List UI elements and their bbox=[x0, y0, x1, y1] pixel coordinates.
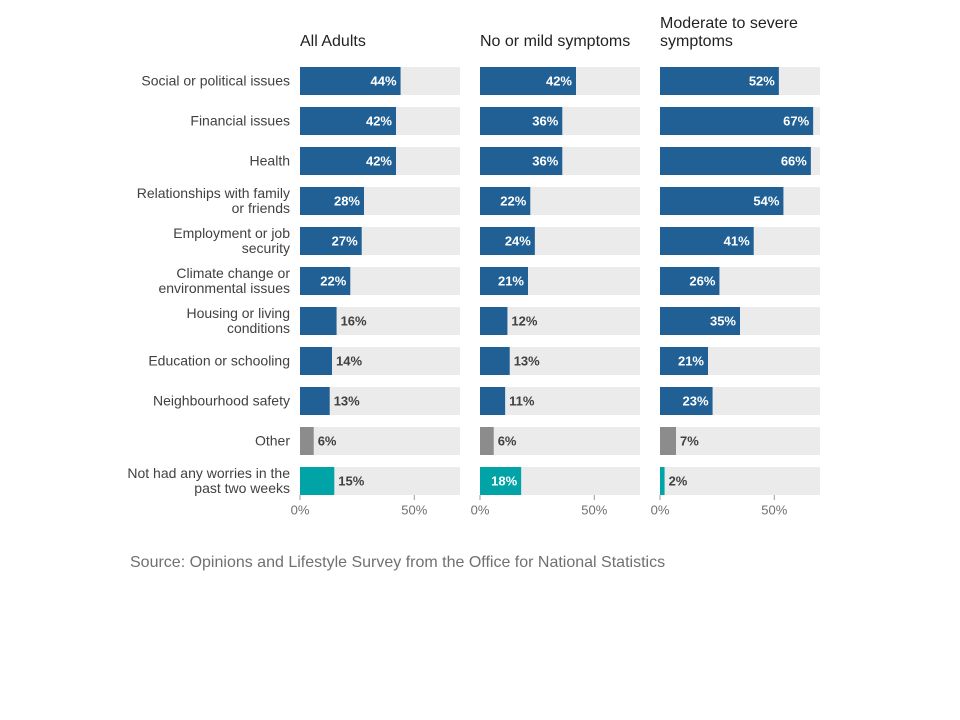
bar bbox=[300, 347, 332, 375]
value-label: 27% bbox=[332, 233, 358, 248]
bar bbox=[480, 467, 522, 495]
panel-title: No or mild symptoms bbox=[480, 33, 631, 50]
value-label: 36% bbox=[532, 113, 558, 128]
value-label: 21% bbox=[678, 353, 704, 368]
bar bbox=[300, 467, 335, 495]
value-label: 36% bbox=[532, 153, 558, 168]
bar bbox=[300, 387, 330, 415]
bar bbox=[300, 267, 351, 295]
bar bbox=[660, 227, 754, 255]
x-tick-label: 0% bbox=[291, 502, 310, 517]
value-label: 42% bbox=[546, 73, 572, 88]
category-label: Other bbox=[254, 432, 290, 449]
bar bbox=[660, 187, 784, 215]
bar bbox=[480, 227, 535, 255]
bar bbox=[480, 267, 528, 295]
value-label: 11% bbox=[509, 393, 535, 408]
bar bbox=[660, 267, 720, 295]
bar-track bbox=[300, 427, 460, 455]
bar bbox=[300, 107, 396, 135]
bar bbox=[480, 427, 494, 455]
value-label: 52% bbox=[749, 73, 775, 88]
category-label: Financial issues bbox=[190, 112, 290, 129]
bar bbox=[660, 467, 665, 495]
category-label: Housing or living conditions bbox=[186, 305, 291, 336]
bar-track bbox=[660, 427, 820, 455]
category-label: Not had any worries in the past two week… bbox=[127, 465, 290, 496]
value-label: 26% bbox=[689, 273, 715, 288]
panel-title: Moderate to severe symptoms bbox=[660, 15, 798, 50]
value-label: 12% bbox=[511, 313, 537, 328]
value-label: 16% bbox=[341, 313, 367, 328]
bar bbox=[480, 147, 563, 175]
category-label: Employment or job security bbox=[173, 225, 290, 256]
category-label: Relationships with family or friends bbox=[136, 185, 290, 216]
bar-track bbox=[480, 427, 640, 455]
value-label: 66% bbox=[781, 153, 807, 168]
value-label: 28% bbox=[334, 193, 360, 208]
bar bbox=[300, 147, 396, 175]
bar bbox=[480, 347, 510, 375]
bar bbox=[660, 427, 676, 455]
bar bbox=[300, 67, 401, 95]
value-label: 42% bbox=[366, 153, 392, 168]
value-label: 24% bbox=[505, 233, 531, 248]
x-tick-label: 50% bbox=[761, 502, 787, 517]
bar bbox=[480, 307, 508, 335]
value-label: 35% bbox=[710, 313, 736, 328]
value-label: 13% bbox=[514, 353, 540, 368]
value-label: 41% bbox=[724, 233, 750, 248]
bar bbox=[300, 187, 364, 215]
value-label: 67% bbox=[783, 113, 809, 128]
panel-title: All Adults bbox=[300, 33, 366, 50]
bar bbox=[660, 147, 811, 175]
category-label: Climate change or environmental issues bbox=[158, 265, 290, 296]
category-label: Neighbourhood safety bbox=[153, 392, 290, 409]
bar bbox=[480, 187, 531, 215]
value-label: 2% bbox=[669, 473, 688, 488]
value-label: 13% bbox=[334, 393, 360, 408]
category-label: Social or political issues bbox=[141, 72, 290, 89]
bar bbox=[480, 387, 506, 415]
bar bbox=[300, 307, 337, 335]
value-label: 6% bbox=[498, 433, 517, 448]
value-label: 22% bbox=[320, 273, 346, 288]
category-label: Education or schooling bbox=[148, 352, 290, 369]
bar bbox=[480, 67, 576, 95]
bar bbox=[300, 427, 314, 455]
category-label: Health bbox=[249, 152, 290, 169]
value-label: 21% bbox=[498, 273, 524, 288]
x-tick-label: 50% bbox=[401, 502, 427, 517]
bar-track bbox=[480, 387, 640, 415]
bar bbox=[660, 387, 713, 415]
value-label: 15% bbox=[338, 473, 364, 488]
bar bbox=[660, 67, 779, 95]
bar-track bbox=[660, 467, 820, 495]
x-tick-label: 0% bbox=[471, 502, 490, 517]
value-label: 44% bbox=[371, 73, 397, 88]
bar bbox=[480, 107, 563, 135]
x-tick-label: 0% bbox=[651, 502, 670, 517]
value-label: 54% bbox=[753, 193, 779, 208]
value-label: 23% bbox=[683, 393, 709, 408]
value-label: 18% bbox=[491, 473, 517, 488]
value-label: 42% bbox=[366, 113, 392, 128]
bar bbox=[660, 307, 740, 335]
bar bbox=[660, 347, 708, 375]
source-note: Source: Opinions and Lifestyle Survey fr… bbox=[130, 554, 666, 571]
bar bbox=[660, 107, 814, 135]
bar bbox=[300, 227, 362, 255]
value-label: 7% bbox=[680, 433, 699, 448]
value-label: 22% bbox=[500, 193, 526, 208]
value-label: 14% bbox=[336, 353, 362, 368]
value-label: 6% bbox=[318, 433, 337, 448]
x-tick-label: 50% bbox=[581, 502, 607, 517]
